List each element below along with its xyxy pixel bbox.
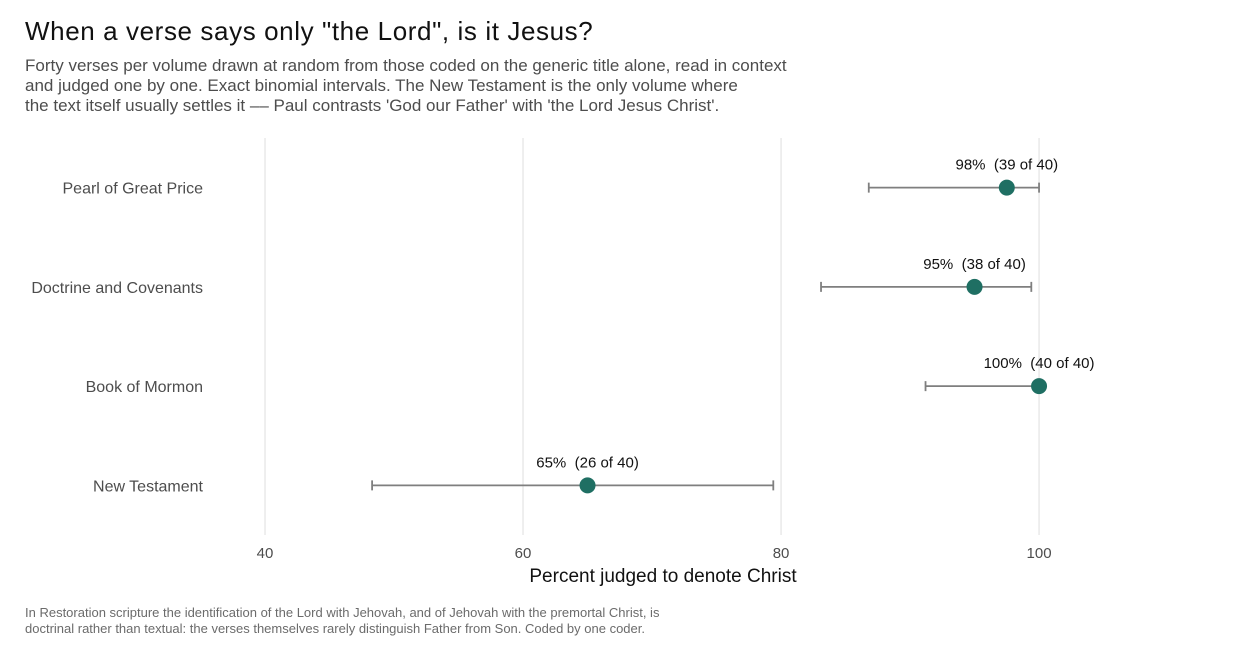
data-label: 95% (38 of 40) bbox=[923, 256, 1026, 273]
x-tick-label: 100 bbox=[1027, 545, 1052, 562]
data-label: 65% (26 of 40) bbox=[536, 454, 639, 471]
x-axis-title: Percent judged to denote Christ bbox=[529, 566, 797, 587]
category-labels: Pearl of Great Price Doctrine and Covenan… bbox=[31, 181, 203, 496]
subtitle-line: Forty verses per volume drawn at random … bbox=[25, 56, 787, 75]
caption-line: In Restoration scripture the identificat… bbox=[25, 605, 660, 620]
x-tick-label: 40 bbox=[257, 545, 274, 562]
subtitle-line: and judged one by one. Exact binomial in… bbox=[25, 76, 738, 95]
data-point bbox=[1031, 378, 1048, 395]
data-point bbox=[579, 477, 596, 494]
data-marks: 98% (39 of 40) 95% (38 of 40) 100% (40 of … bbox=[371, 157, 1095, 494]
category-label: Doctrine and Covenants bbox=[31, 280, 203, 297]
data-point bbox=[998, 179, 1015, 196]
category-label: New Testament bbox=[93, 478, 204, 495]
chart-subtitle: Forty verses per volume drawn at random … bbox=[25, 56, 925, 116]
x-axis-ticks: 40 60 80 100 bbox=[257, 545, 1052, 562]
x-tick-label: 80 bbox=[773, 545, 790, 562]
data-label: 98% (39 of 40) bbox=[956, 157, 1059, 174]
x-tick-label: 60 bbox=[515, 545, 532, 562]
subtitle-line: the text itself usually settles it –– Pa… bbox=[25, 96, 720, 115]
data-label: 100% (40 of 40) bbox=[984, 355, 1095, 372]
caption-line: doctrinal rather than textual: the verse… bbox=[25, 621, 645, 636]
gridlines bbox=[264, 138, 1040, 535]
data-point bbox=[966, 278, 983, 295]
chart-title: When a verse says only "the Lord", is it… bbox=[25, 16, 594, 46]
category-label: Book of Mormon bbox=[86, 379, 203, 396]
category-label: Pearl of Great Price bbox=[63, 181, 204, 198]
chart-caption: In Restoration scripture the identificat… bbox=[25, 605, 925, 637]
